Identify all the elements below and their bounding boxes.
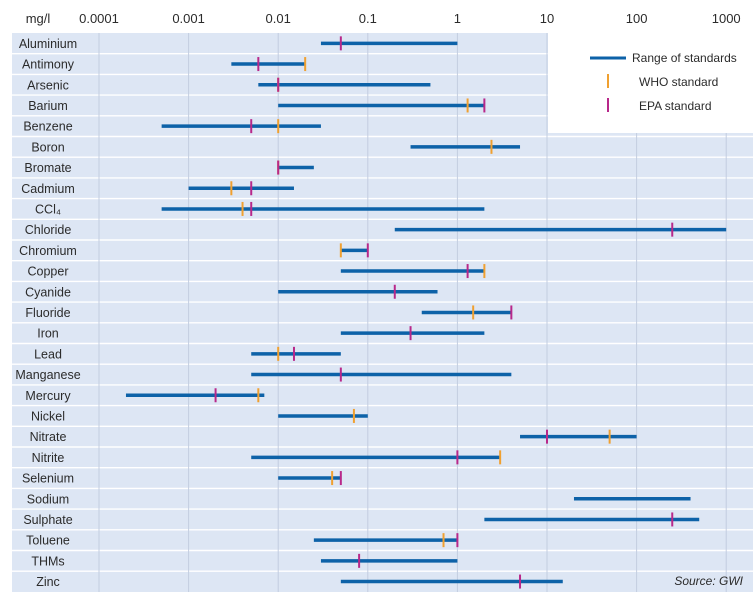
category-label: Iron [37,327,59,341]
category-label: THMs [31,554,64,568]
category-label: Barium [28,99,68,113]
x-tick-label: 10 [540,11,554,26]
category-label: Copper [28,265,69,279]
category-label: Cyanide [25,285,71,299]
category-label: Manganese [15,368,80,382]
category-label: Nitrate [30,430,67,444]
category-label: Nitrite [32,451,65,465]
x-tick-label: 1 [454,11,461,26]
category-label: Benzene [23,120,72,134]
category-label: Selenium [22,472,74,486]
category-label: Nickel [31,409,65,423]
legend-label: Range of standards [632,51,737,65]
x-tick-label: 100 [626,11,648,26]
category-label: Bromate [24,161,71,175]
x-tick-label: 1000 [712,11,741,26]
category-label: CCl₄ [35,202,61,216]
x-tick-label: 0.1 [359,11,377,26]
category-label: Antimony [22,58,75,72]
category-label: Zinc [36,575,60,589]
category-label: Boron [31,140,64,154]
category-label: Arsenic [27,78,69,92]
category-label: Fluoride [25,306,70,320]
x-tick-label: 0.01 [266,11,291,26]
category-label: Lead [34,347,62,361]
category-label: Aluminium [19,37,77,51]
category-label: Chromium [19,244,77,258]
legend-label: EPA standard [639,99,712,113]
x-tick-label: 0.001 [172,11,205,26]
unit-label: mg/l [26,11,51,26]
legend-label: WHO standard [639,75,718,89]
category-label: Chloride [25,223,72,237]
category-label: Sulphate [23,513,72,527]
category-label: Cadmium [21,182,75,196]
x-tick-label: 0.0001 [79,11,119,26]
category-label: Mercury [25,389,71,403]
category-label: Toluene [26,534,70,548]
source-note: Source: GWI [674,574,743,588]
legend-panel [548,33,753,133]
category-label: Sodium [27,492,69,506]
